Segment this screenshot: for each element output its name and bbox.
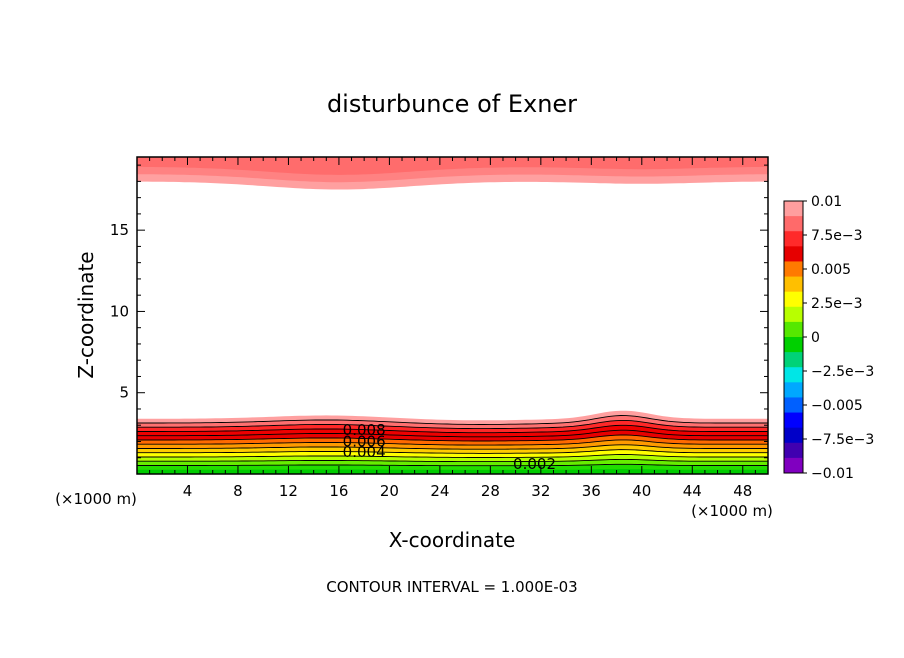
contour-label: 0.006 <box>343 432 386 450</box>
colorbar <box>783 200 807 474</box>
colorbar-swatch <box>784 352 803 368</box>
chart-title: disturbunce of Exner <box>327 90 577 118</box>
colorbar-swatch <box>784 427 803 444</box>
contour-line <box>137 434 768 442</box>
contour-line <box>137 444 768 450</box>
colorbar-swatch <box>784 306 803 323</box>
colorbar-swatch <box>784 382 803 398</box>
colorbar-label: 0 <box>811 330 820 346</box>
colorbar-label: −0.005 <box>811 398 863 414</box>
contour-line <box>137 458 768 463</box>
x-tick-label: 36 <box>582 482 601 500</box>
x-unit-right: (×1000 m) <box>691 502 773 520</box>
x-tick-label: 40 <box>632 482 651 500</box>
y-tick-label: 5 <box>119 384 129 402</box>
x-axis-label: X-coordinate <box>389 528 516 552</box>
colorbar-label: −7.5e−3 <box>811 432 874 448</box>
axis-ticks <box>137 157 768 474</box>
x-tick-label: 28 <box>481 482 500 500</box>
colorbar-swatch <box>784 246 803 262</box>
contour-band <box>137 157 768 175</box>
x-tick-label: 44 <box>683 482 702 500</box>
colorbar-labels: 0.01 7.5e−3 0.005 2.5e−3 0 −2.5e−3 −0.005 −7.5e… <box>811 194 874 482</box>
colorbar-swatch <box>784 321 803 338</box>
colorbar-label: 0.01 <box>811 194 842 210</box>
colorbar-swatch <box>784 442 803 459</box>
colorbar-swatch <box>784 201 803 217</box>
y-tick-label: 10 <box>110 302 129 320</box>
x-unit-left: (×1000 m) <box>55 490 137 508</box>
colorbar-swatch <box>784 216 803 232</box>
x-tick-label: 24 <box>430 482 449 500</box>
contour-line <box>137 419 768 430</box>
colorbar-swatch <box>784 276 803 293</box>
colorbar-swatch <box>784 457 803 474</box>
x-tick-label: 16 <box>329 482 348 500</box>
x-tick-label: 48 <box>733 482 752 500</box>
colorbar-swatch <box>784 412 803 429</box>
y-axis-label: Z-coordinate <box>74 251 98 378</box>
x-tick-label: 32 <box>531 482 550 500</box>
contour-line-layer <box>137 415 768 467</box>
colorbar-label: −0.01 <box>811 466 854 482</box>
colorbar-label: 0.005 <box>811 262 851 278</box>
contour-label: 0.004 <box>343 443 386 461</box>
contour-fill-layer <box>137 157 768 474</box>
colorbar-label: 2.5e−3 <box>811 296 863 312</box>
contour-label: 0.008 <box>343 421 386 439</box>
colorbar-label: 7.5e−3 <box>811 228 863 244</box>
colorbar-swatch <box>784 397 803 414</box>
contour-line <box>137 429 768 438</box>
colorbar-swatch <box>784 261 803 278</box>
y-tick-label: 15 <box>110 221 129 239</box>
contour-label: 0.002 <box>513 455 556 473</box>
contour-line <box>137 454 768 458</box>
contour-line <box>137 439 768 446</box>
contour-line <box>137 424 768 434</box>
colorbar-swatch <box>784 291 803 308</box>
contour-line <box>137 415 768 425</box>
x-tick-label: 12 <box>279 482 298 500</box>
contour-line <box>137 449 768 454</box>
colorbar-label: −2.5e−3 <box>811 364 874 380</box>
contour-interval-note: CONTOUR INTERVAL = 1.000E-03 <box>326 578 577 596</box>
colorbar-swatch <box>784 231 803 247</box>
x-tick-label: 4 <box>183 482 193 500</box>
colorbar-swatch <box>784 367 803 383</box>
x-tick-label: 20 <box>380 482 399 500</box>
colorbar-swatch <box>784 337 803 353</box>
x-tick-label: 8 <box>233 482 243 500</box>
contour-line <box>137 463 768 467</box>
